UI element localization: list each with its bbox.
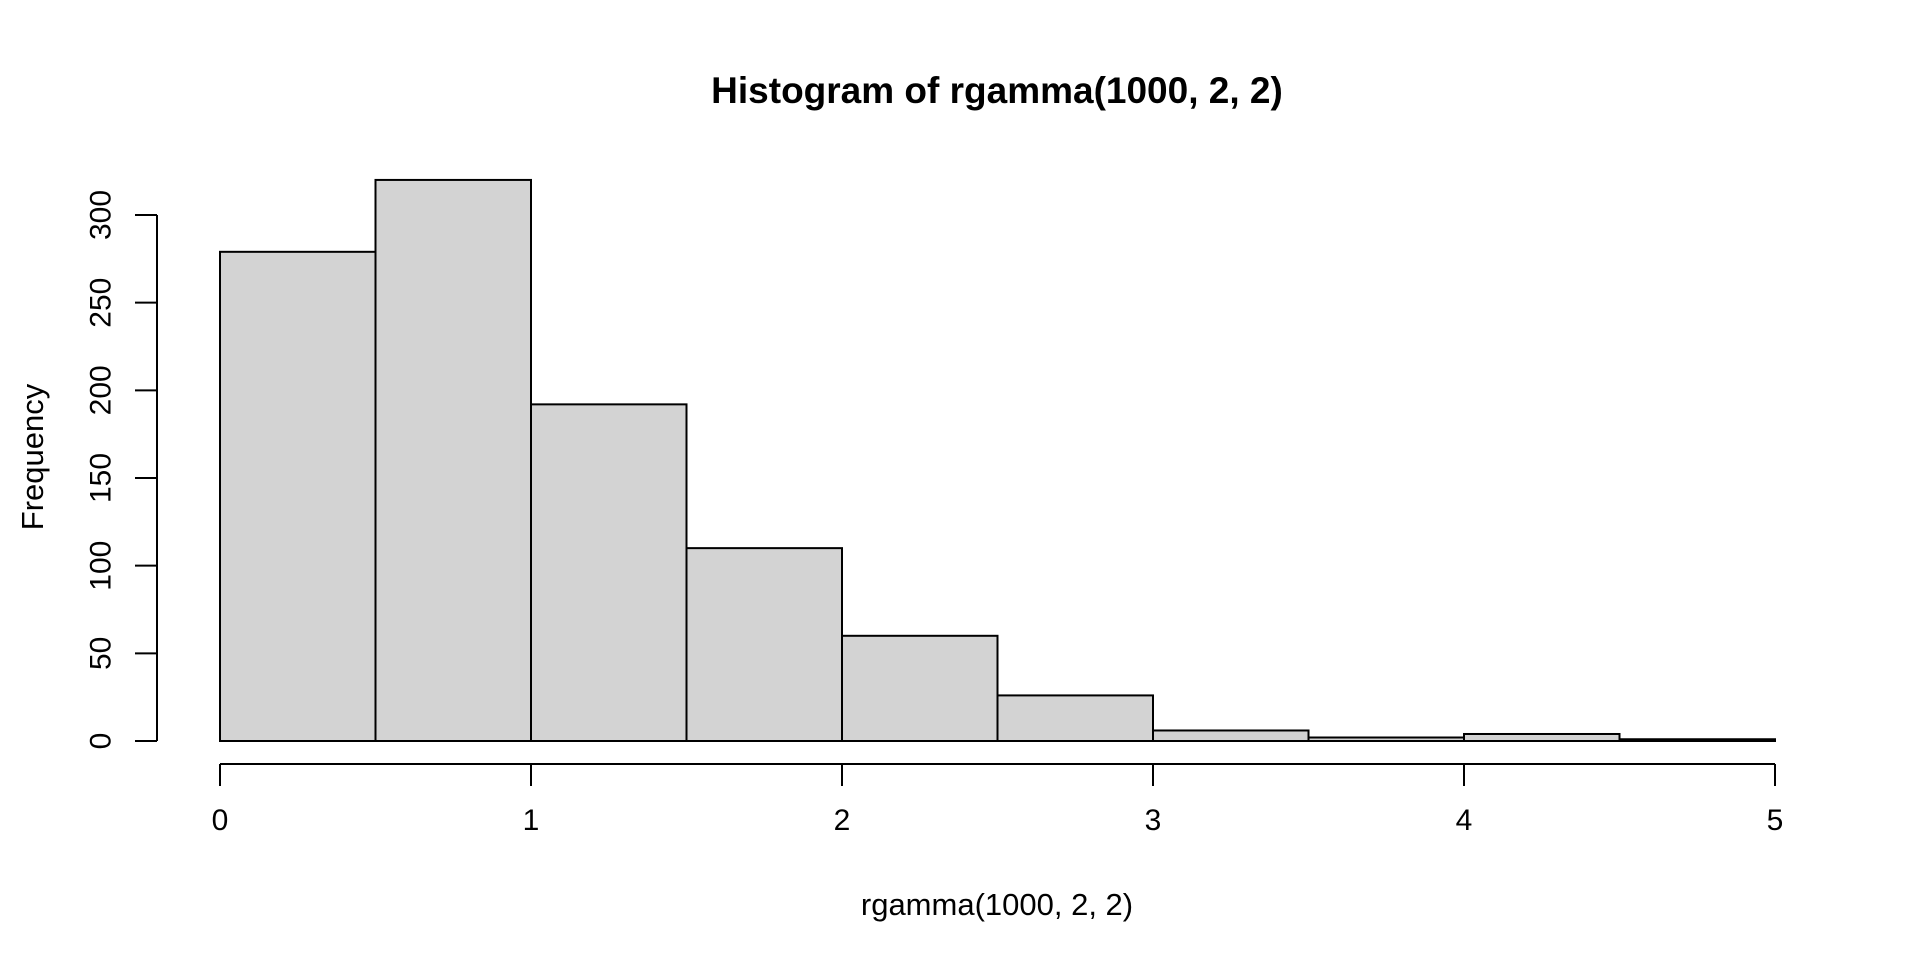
x-tick-label-4: 4 (1456, 804, 1473, 837)
histogram-bar-3.5-4 (1307, 736, 1465, 743)
histogram-bars (219, 178, 1776, 743)
histogram-bar-4.5-5 (1618, 738, 1776, 742)
histogram-bar-1.5-2 (685, 547, 843, 743)
y-tick-label-150: 150 (85, 453, 118, 503)
y-tick-label-50: 50 (85, 637, 118, 670)
y-tick-label-300: 300 (85, 190, 118, 240)
y-axis-label: Frequency (15, 383, 50, 530)
histogram-bar-4-4.5 (1463, 732, 1621, 743)
x-tick-label-3: 3 (1145, 804, 1162, 837)
x-axis: 0 1 2 3 4 5 (212, 763, 1784, 837)
y-axis: 0 50 100 150 200 250 300 (85, 190, 158, 749)
histogram-bar-2.5-3 (996, 694, 1154, 742)
y-tick-label-250: 250 (85, 278, 118, 328)
x-tick-label-5: 5 (1767, 804, 1784, 837)
x-tick-label-1: 1 (523, 804, 540, 837)
x-tick-label-0: 0 (212, 804, 229, 837)
histogram-bar-0-0.5 (219, 250, 377, 742)
x-tick-label-2: 2 (834, 804, 851, 837)
histogram-bar-1-1.5 (530, 403, 688, 742)
histogram-bar-3-3.5 (1152, 729, 1310, 742)
y-tick-label-200: 200 (85, 365, 118, 415)
histogram-bar-2-2.5 (841, 634, 999, 742)
y-tick-label-0: 0 (85, 733, 118, 750)
histogram-bar-0.5-1 (374, 178, 532, 742)
x-axis-label: rgamma(1000, 2, 2) (861, 887, 1133, 922)
y-tick-label-100: 100 (85, 541, 118, 591)
chart-title: Histogram of rgamma(1000, 2, 2) (711, 70, 1283, 111)
